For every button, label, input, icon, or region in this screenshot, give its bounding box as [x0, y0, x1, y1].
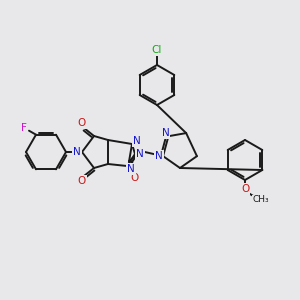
- Text: O: O: [130, 173, 138, 183]
- Text: CH₃: CH₃: [253, 196, 269, 205]
- Text: O: O: [78, 118, 86, 128]
- Text: Cl: Cl: [152, 45, 162, 55]
- Text: F: F: [21, 123, 27, 133]
- Text: O: O: [241, 184, 249, 194]
- Text: N: N: [133, 136, 141, 146]
- Text: N: N: [155, 151, 163, 161]
- Text: N: N: [127, 164, 135, 174]
- Text: N: N: [162, 128, 169, 138]
- Text: N: N: [73, 147, 81, 157]
- Text: N: N: [136, 149, 144, 159]
- Text: O: O: [78, 176, 86, 186]
